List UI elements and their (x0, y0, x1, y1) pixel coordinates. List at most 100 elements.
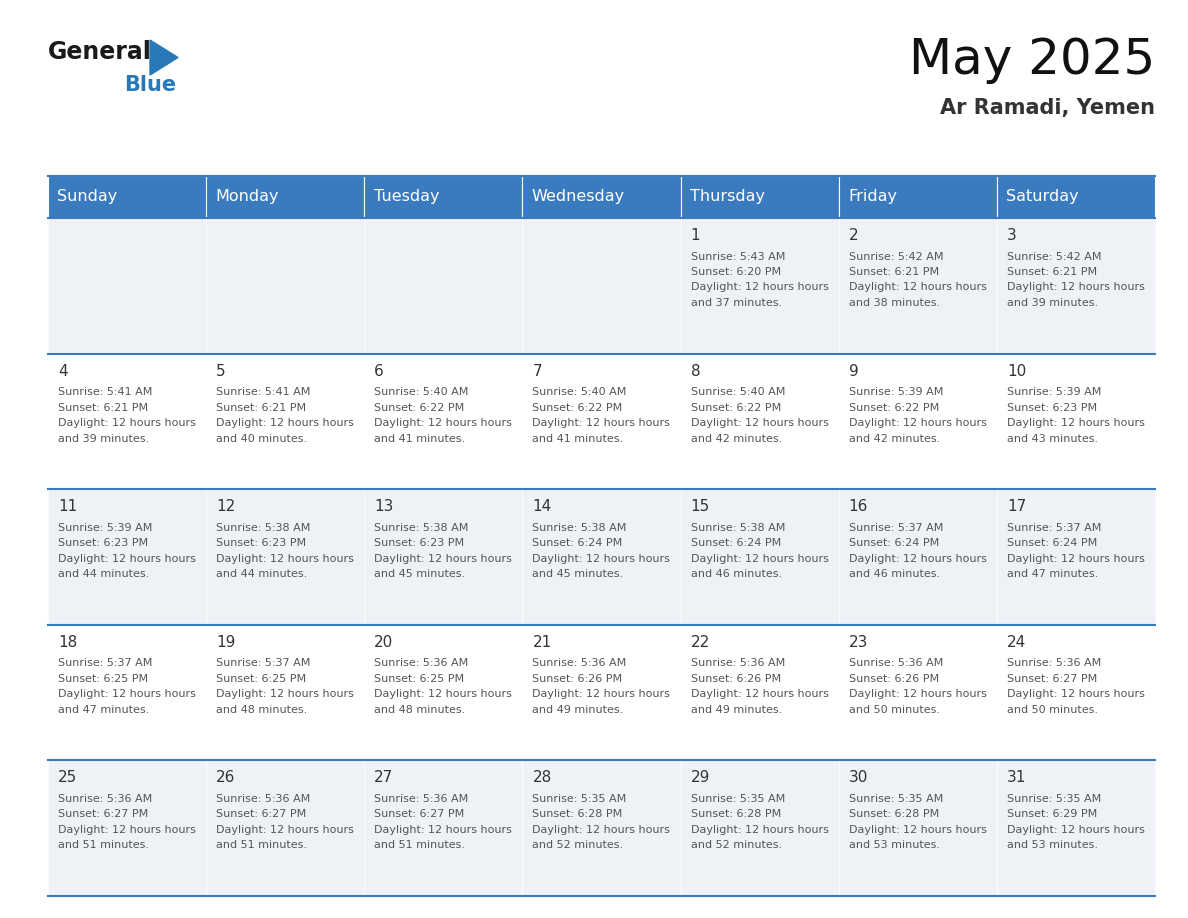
Text: Sunset: 6:26 PM: Sunset: 6:26 PM (848, 674, 939, 684)
Text: Sunset: 6:28 PM: Sunset: 6:28 PM (690, 810, 781, 820)
Text: and 53 minutes.: and 53 minutes. (1007, 840, 1098, 850)
Text: and 48 minutes.: and 48 minutes. (216, 705, 308, 715)
Text: and 41 minutes.: and 41 minutes. (532, 433, 624, 443)
Text: 10: 10 (1007, 364, 1026, 378)
Text: Daylight: 12 hours hours: Daylight: 12 hours hours (216, 825, 354, 834)
Text: and 51 minutes.: and 51 minutes. (374, 840, 466, 850)
Text: and 52 minutes.: and 52 minutes. (532, 840, 624, 850)
Bar (365, 625, 523, 760)
Text: 31: 31 (1007, 770, 1026, 786)
Text: Sunrise: 5:43 AM: Sunrise: 5:43 AM (690, 252, 785, 262)
Bar (48, 353, 207, 489)
Text: and 46 minutes.: and 46 minutes. (848, 569, 940, 579)
Text: Sunrise: 5:41 AM: Sunrise: 5:41 AM (58, 387, 152, 397)
Text: 27: 27 (374, 770, 393, 786)
Text: Sunrise: 5:40 AM: Sunrise: 5:40 AM (690, 387, 785, 397)
Text: and 50 minutes.: and 50 minutes. (1007, 705, 1098, 715)
Text: Daylight: 12 hours hours: Daylight: 12 hours hours (216, 418, 354, 428)
Bar (523, 625, 681, 760)
Text: Daylight: 12 hours hours: Daylight: 12 hours hours (374, 554, 512, 564)
Text: Daylight: 12 hours hours: Daylight: 12 hours hours (690, 825, 828, 834)
Bar (48, 489, 207, 625)
Text: 18: 18 (58, 635, 77, 650)
Text: Sunrise: 5:36 AM: Sunrise: 5:36 AM (58, 794, 152, 804)
Text: 16: 16 (848, 499, 868, 514)
Text: 17: 17 (1007, 499, 1026, 514)
Text: and 50 minutes.: and 50 minutes. (848, 705, 940, 715)
Text: Sunset: 6:21 PM: Sunset: 6:21 PM (58, 403, 148, 412)
Text: Daylight: 12 hours hours: Daylight: 12 hours hours (848, 554, 986, 564)
Text: and 47 minutes.: and 47 minutes. (1007, 569, 1098, 579)
Text: 29: 29 (690, 770, 710, 786)
Text: and 44 minutes.: and 44 minutes. (216, 569, 308, 579)
Text: Sunrise: 5:39 AM: Sunrise: 5:39 AM (1007, 387, 1101, 397)
Text: Friday: Friday (848, 189, 897, 205)
Text: and 51 minutes.: and 51 minutes. (58, 840, 148, 850)
Text: Sunrise: 5:36 AM: Sunrise: 5:36 AM (690, 658, 785, 668)
Bar (207, 625, 365, 760)
Bar (681, 625, 839, 760)
Text: Sunrise: 5:38 AM: Sunrise: 5:38 AM (216, 522, 310, 532)
Text: 13: 13 (374, 499, 393, 514)
Bar (48, 218, 207, 353)
Bar (523, 176, 681, 218)
Text: Sunset: 6:25 PM: Sunset: 6:25 PM (216, 674, 307, 684)
Bar (839, 176, 997, 218)
Text: 22: 22 (690, 635, 709, 650)
Text: Daylight: 12 hours hours: Daylight: 12 hours hours (216, 689, 354, 700)
Bar (997, 218, 1155, 353)
Text: Daylight: 12 hours hours: Daylight: 12 hours hours (690, 418, 828, 428)
Text: and 42 minutes.: and 42 minutes. (848, 433, 940, 443)
Text: Sunrise: 5:37 AM: Sunrise: 5:37 AM (58, 658, 152, 668)
Bar (681, 760, 839, 896)
Text: Sunset: 6:26 PM: Sunset: 6:26 PM (532, 674, 623, 684)
Bar (207, 218, 365, 353)
Text: and 45 minutes.: and 45 minutes. (532, 569, 624, 579)
Text: Daylight: 12 hours hours: Daylight: 12 hours hours (532, 825, 670, 834)
Text: Sunset: 6:24 PM: Sunset: 6:24 PM (848, 538, 939, 548)
Bar (997, 760, 1155, 896)
Text: Sunrise: 5:38 AM: Sunrise: 5:38 AM (532, 522, 627, 532)
Text: Sunset: 6:27 PM: Sunset: 6:27 PM (374, 810, 465, 820)
Text: 5: 5 (216, 364, 226, 378)
Text: Sunrise: 5:35 AM: Sunrise: 5:35 AM (1007, 794, 1101, 804)
Text: Sunrise: 5:36 AM: Sunrise: 5:36 AM (848, 658, 943, 668)
Bar (48, 625, 207, 760)
Text: Sunset: 6:24 PM: Sunset: 6:24 PM (690, 538, 781, 548)
Bar (207, 353, 365, 489)
Bar (365, 353, 523, 489)
Text: Ar Ramadi, Yemen: Ar Ramadi, Yemen (940, 98, 1155, 118)
Text: General: General (48, 40, 152, 64)
Text: and 49 minutes.: and 49 minutes. (532, 705, 624, 715)
Text: Sunset: 6:23 PM: Sunset: 6:23 PM (374, 538, 465, 548)
Text: Sunrise: 5:37 AM: Sunrise: 5:37 AM (1007, 522, 1101, 532)
Text: Sunday: Sunday (57, 189, 118, 205)
Text: Daylight: 12 hours hours: Daylight: 12 hours hours (848, 283, 986, 293)
Text: 3: 3 (1007, 228, 1017, 243)
Text: 11: 11 (58, 499, 77, 514)
Text: Sunset: 6:22 PM: Sunset: 6:22 PM (848, 403, 939, 412)
Text: Daylight: 12 hours hours: Daylight: 12 hours hours (532, 554, 670, 564)
Text: and 46 minutes.: and 46 minutes. (690, 569, 782, 579)
Bar (365, 760, 523, 896)
Text: Sunset: 6:24 PM: Sunset: 6:24 PM (1007, 538, 1097, 548)
Text: Daylight: 12 hours hours: Daylight: 12 hours hours (690, 689, 828, 700)
Text: Tuesday: Tuesday (374, 189, 440, 205)
Text: and 39 minutes.: and 39 minutes. (1007, 298, 1098, 308)
Bar (839, 218, 997, 353)
Text: Daylight: 12 hours hours: Daylight: 12 hours hours (532, 689, 670, 700)
Text: Sunset: 6:24 PM: Sunset: 6:24 PM (532, 538, 623, 548)
Text: Sunrise: 5:40 AM: Sunrise: 5:40 AM (532, 387, 627, 397)
Text: Sunset: 6:29 PM: Sunset: 6:29 PM (1007, 810, 1097, 820)
Text: Sunset: 6:23 PM: Sunset: 6:23 PM (216, 538, 307, 548)
Text: and 42 minutes.: and 42 minutes. (690, 433, 782, 443)
Text: Daylight: 12 hours hours: Daylight: 12 hours hours (374, 689, 512, 700)
Text: Thursday: Thursday (690, 189, 765, 205)
Text: Sunset: 6:21 PM: Sunset: 6:21 PM (216, 403, 307, 412)
Text: Daylight: 12 hours hours: Daylight: 12 hours hours (374, 418, 512, 428)
Bar (523, 760, 681, 896)
Text: Sunset: 6:27 PM: Sunset: 6:27 PM (216, 810, 307, 820)
Text: Daylight: 12 hours hours: Daylight: 12 hours hours (848, 689, 986, 700)
Bar (523, 353, 681, 489)
Text: Daylight: 12 hours hours: Daylight: 12 hours hours (374, 825, 512, 834)
